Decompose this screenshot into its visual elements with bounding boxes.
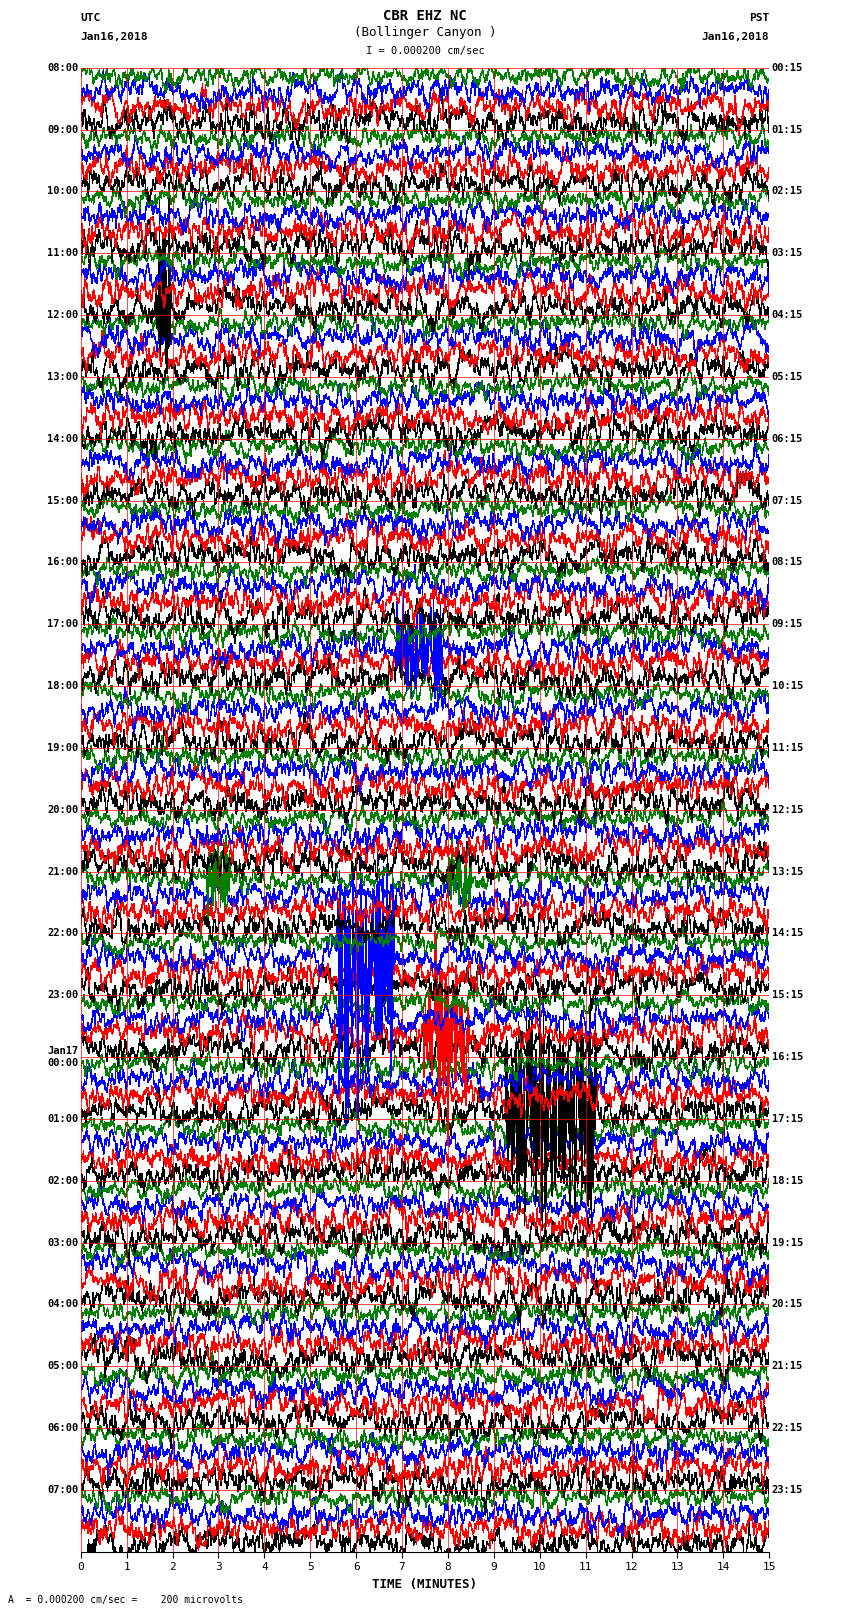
Text: Jan16,2018: Jan16,2018 xyxy=(81,32,148,42)
Text: PST: PST xyxy=(749,13,769,23)
Text: 01:15: 01:15 xyxy=(772,124,803,134)
Text: 00:15: 00:15 xyxy=(772,63,803,73)
Text: 06:15: 06:15 xyxy=(772,434,803,444)
Text: 02:15: 02:15 xyxy=(772,187,803,197)
Text: CBR EHZ NC: CBR EHZ NC xyxy=(383,8,467,23)
Text: A  = 0.000200 cm/sec =    200 microvolts: A = 0.000200 cm/sec = 200 microvolts xyxy=(8,1595,243,1605)
Text: 04:00: 04:00 xyxy=(47,1300,78,1310)
Text: 10:00: 10:00 xyxy=(47,187,78,197)
X-axis label: TIME (MINUTES): TIME (MINUTES) xyxy=(372,1578,478,1590)
Text: 20:00: 20:00 xyxy=(47,805,78,815)
Text: 11:15: 11:15 xyxy=(772,744,803,753)
Text: 23:15: 23:15 xyxy=(772,1486,803,1495)
Text: I = 0.000200 cm/sec: I = 0.000200 cm/sec xyxy=(366,47,484,56)
Text: 08:15: 08:15 xyxy=(772,558,803,568)
Text: 15:00: 15:00 xyxy=(47,495,78,505)
Text: 08:00: 08:00 xyxy=(47,63,78,73)
Text: 12:15: 12:15 xyxy=(772,805,803,815)
Text: 14:15: 14:15 xyxy=(772,929,803,939)
Text: 16:15: 16:15 xyxy=(772,1052,803,1061)
Text: 07:15: 07:15 xyxy=(772,495,803,505)
Text: 04:15: 04:15 xyxy=(772,310,803,319)
Text: 07:00: 07:00 xyxy=(47,1486,78,1495)
Text: 18:00: 18:00 xyxy=(47,681,78,690)
Text: 05:00: 05:00 xyxy=(47,1361,78,1371)
Text: 17:15: 17:15 xyxy=(772,1115,803,1124)
Text: 02:00: 02:00 xyxy=(47,1176,78,1186)
Text: 21:00: 21:00 xyxy=(47,866,78,876)
Text: 18:15: 18:15 xyxy=(772,1176,803,1186)
Text: UTC: UTC xyxy=(81,13,101,23)
Text: (Bollinger Canyon ): (Bollinger Canyon ) xyxy=(354,26,496,39)
Text: 01:00: 01:00 xyxy=(47,1115,78,1124)
Text: 05:15: 05:15 xyxy=(772,373,803,382)
Text: 17:00: 17:00 xyxy=(47,619,78,629)
Text: 03:00: 03:00 xyxy=(47,1237,78,1247)
Text: 06:00: 06:00 xyxy=(47,1423,78,1432)
Text: 23:00: 23:00 xyxy=(47,990,78,1000)
Text: 21:15: 21:15 xyxy=(772,1361,803,1371)
Text: 22:00: 22:00 xyxy=(47,929,78,939)
Text: 13:15: 13:15 xyxy=(772,866,803,876)
Text: 11:00: 11:00 xyxy=(47,248,78,258)
Text: 13:00: 13:00 xyxy=(47,373,78,382)
Text: 10:15: 10:15 xyxy=(772,681,803,690)
Text: 20:15: 20:15 xyxy=(772,1300,803,1310)
Text: 19:15: 19:15 xyxy=(772,1237,803,1247)
Text: 16:00: 16:00 xyxy=(47,558,78,568)
Text: 03:15: 03:15 xyxy=(772,248,803,258)
Text: 22:15: 22:15 xyxy=(772,1423,803,1432)
Text: Jan16,2018: Jan16,2018 xyxy=(702,32,769,42)
Text: 14:00: 14:00 xyxy=(47,434,78,444)
Text: 09:15: 09:15 xyxy=(772,619,803,629)
Text: 09:00: 09:00 xyxy=(47,124,78,134)
Text: Jan17
00:00: Jan17 00:00 xyxy=(47,1047,78,1068)
Text: 12:00: 12:00 xyxy=(47,310,78,319)
Text: 19:00: 19:00 xyxy=(47,744,78,753)
Text: 15:15: 15:15 xyxy=(772,990,803,1000)
